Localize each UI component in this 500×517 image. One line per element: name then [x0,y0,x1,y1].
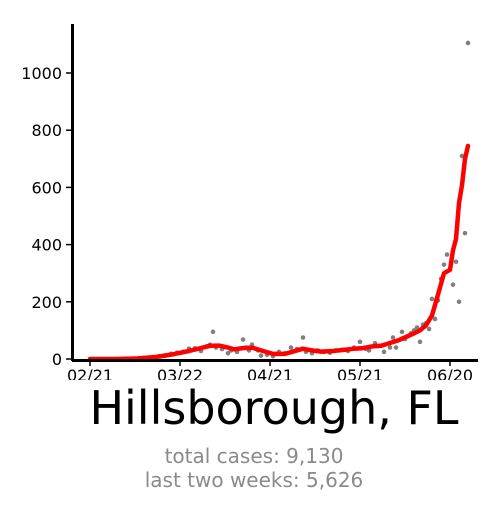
y-tick-label: 1000 [21,64,62,83]
data-point [288,345,294,350]
data-point [300,335,306,340]
data-point [258,353,264,358]
data-point [450,282,456,287]
data-point [393,345,399,350]
data-point [441,262,447,267]
data-point [225,350,231,356]
data-point [240,337,246,342]
data-point [390,335,396,340]
x-tick-label: 02/21 [67,366,113,380]
y-tick-label: 0 [52,350,62,369]
data-point [429,296,435,302]
data-point [444,252,450,257]
data-point [357,339,363,345]
data-point [453,259,459,265]
data-point [387,345,393,350]
y-tick-label: 400 [31,236,62,255]
x-tick-label: 05/21 [337,366,383,380]
data-point [210,329,216,335]
data-point [381,349,387,355]
x-axis-ticks: 02/21 03/22 04/21 05/21 06/20 [67,361,473,380]
data-point [426,326,432,332]
chart-title: Hillsborough, FL [89,381,459,435]
y-axis-ticks: 0 200 400 600 800 1000 [21,64,72,369]
data-point [399,329,405,335]
x-tick-label: 03/22 [157,366,203,380]
trend-line-layer [87,143,471,362]
data-points [141,40,471,361]
y-tick-label: 800 [31,121,62,140]
data-point [465,40,471,46]
data-point [417,339,423,345]
x-tick-label: 04/21 [247,366,293,380]
data-point [456,299,462,305]
last-two-weeks-label: last two weeks: 5,626 [144,468,364,492]
chart: 0 200 400 600 800 1000 02/21 03/22 04/21 05/21 06… [21,24,478,380]
x-tick-label: 06/20 [427,366,473,380]
y-tick-label: 200 [31,293,62,312]
trend-line [87,143,471,362]
data-point [432,316,438,322]
y-tick-label: 600 [31,178,62,197]
total-cases-label: total cases: 9,130 [164,444,344,468]
data-point [414,325,420,330]
data-point [462,230,468,236]
